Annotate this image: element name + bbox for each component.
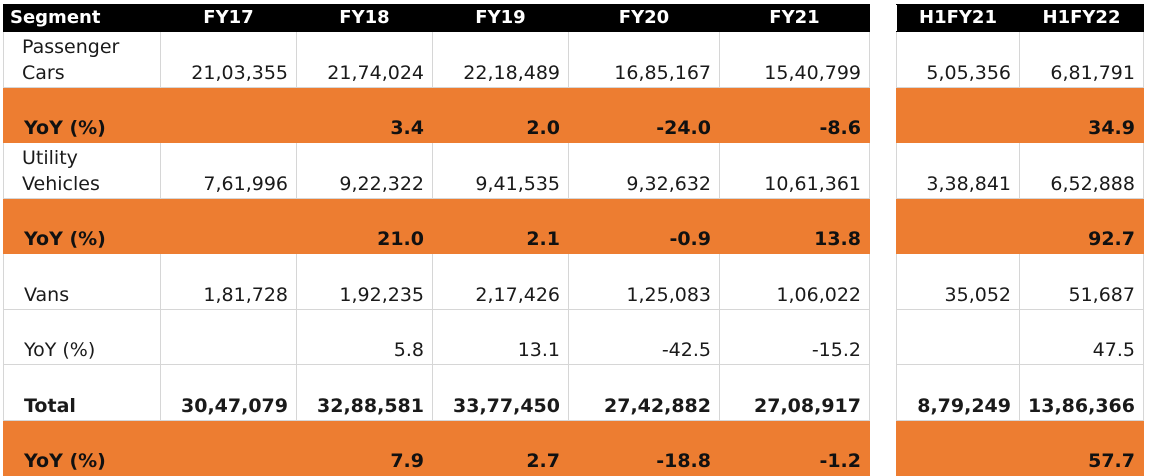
header-fy19: FY19 <box>432 4 569 32</box>
table-cell: 3.4 <box>296 86 433 143</box>
table-cell: 6,52,888 <box>1019 142 1144 199</box>
table-cell: -42.5 <box>568 308 720 365</box>
header-segment: Segment <box>3 4 161 32</box>
table-cell <box>160 197 297 254</box>
row-label: YoY (%) <box>3 86 161 143</box>
header-fy18: FY18 <box>296 4 433 32</box>
table-cell <box>160 86 297 143</box>
table-cell: 9,22,322 <box>296 142 433 199</box>
table-cell: 3,38,841 <box>896 142 1020 199</box>
row-label: YoY (%) <box>3 197 161 254</box>
table-cell: 2.7 <box>432 419 569 476</box>
table-cell: 15,40,799 <box>719 31 870 88</box>
table-row-utility-vehicles: Utility Vehicles 7,61,996 9,22,322 9,41,… <box>3 142 870 199</box>
table-cell: -8.6 <box>719 86 870 143</box>
table-row-passenger-cars: Passenger Cars 21,03,355 21,74,024 22,18… <box>3 31 870 88</box>
table-cell: 9,41,535 <box>432 142 569 199</box>
table-cell <box>896 86 1020 143</box>
table-row-passenger-cars-yoy: YoY (%) 3.4 2.0 -24.0 -8.6 <box>3 86 870 143</box>
table-cell: 27,08,917 <box>719 364 870 421</box>
table-cell: 5.8 <box>296 308 433 365</box>
table-row-vans-yoy: YoY (%) 5.8 13.1 -42.5 -15.2 <box>3 308 870 365</box>
table-cell: 21,03,355 <box>160 31 297 88</box>
table-cell: -18.8 <box>568 419 720 476</box>
table-cell: 2.1 <box>432 197 569 254</box>
table-row: 47.5 <box>896 308 1144 365</box>
table-cell: 9,32,632 <box>568 142 720 199</box>
table-row: 34.9 <box>896 86 1144 143</box>
table-cell: 47.5 <box>1019 308 1144 365</box>
half-year-table: H1FY21 H1FY22 5,05,356 6,81,791 34.9 3,3… <box>896 4 1144 476</box>
row-label: Passenger Cars <box>3 31 161 88</box>
table-cell: -0.9 <box>568 197 720 254</box>
table-cell: 21,74,024 <box>296 31 433 88</box>
table-cell: 22,18,489 <box>432 31 569 88</box>
table-cell <box>160 308 297 365</box>
table-cell: 33,77,450 <box>432 364 569 421</box>
table-cell <box>896 197 1020 254</box>
table-row-total: Total 30,47,079 32,88,581 33,77,450 27,4… <box>3 364 870 421</box>
table-row: 8,79,249 13,86,366 <box>896 364 1144 421</box>
table-cell: 13.1 <box>432 308 569 365</box>
table-cell: 51,687 <box>1019 253 1144 310</box>
table-row-vans: Vans 1,81,728 1,92,235 2,17,426 1,25,083… <box>3 253 870 310</box>
table-cell: 7.9 <box>296 419 433 476</box>
table-cell: 2,17,426 <box>432 253 569 310</box>
row-label: Total <box>3 364 161 421</box>
table-cell: 92.7 <box>1019 197 1144 254</box>
table-row-utility-vehicles-yoy: YoY (%) 21.0 2.1 -0.9 13.8 <box>3 197 870 254</box>
table-cell: 6,81,791 <box>1019 31 1144 88</box>
table-cell: 8,79,249 <box>896 364 1020 421</box>
table-cell: 21.0 <box>296 197 433 254</box>
table-cell: 16,85,167 <box>568 31 720 88</box>
table-cell: 1,06,022 <box>719 253 870 310</box>
table-cell: 57.7 <box>1019 419 1144 476</box>
header-h1fy22: H1FY22 <box>1019 4 1144 32</box>
table-cell <box>896 308 1020 365</box>
table-cell: -15.2 <box>719 308 870 365</box>
table-cell: 13,86,366 <box>1019 364 1144 421</box>
header-row: Segment FY17 FY18 FY19 FY20 FY21 <box>3 4 870 32</box>
table-cell: 1,25,083 <box>568 253 720 310</box>
header-fy20: FY20 <box>568 4 720 32</box>
table-row: 92.7 <box>896 197 1144 254</box>
table-cell: 1,81,728 <box>160 253 297 310</box>
table-cell: 2.0 <box>432 86 569 143</box>
table-cell: 5,05,356 <box>896 31 1020 88</box>
table-cell: 1,92,235 <box>296 253 433 310</box>
table-cell: -1.2 <box>719 419 870 476</box>
table-cell: 32,88,581 <box>296 364 433 421</box>
table-cell: 7,61,996 <box>160 142 297 199</box>
row-label: Utility Vehicles <box>3 142 161 199</box>
table-row-total-yoy: YoY (%) 7.9 2.7 -18.8 -1.2 <box>3 419 870 476</box>
table-cell: 27,42,882 <box>568 364 720 421</box>
table-cell <box>160 419 297 476</box>
table-cell: 30,47,079 <box>160 364 297 421</box>
header-row: H1FY21 H1FY22 <box>896 4 1144 32</box>
table-cell: 35,052 <box>896 253 1020 310</box>
row-label: YoY (%) <box>3 308 161 365</box>
table-cell: 13.8 <box>719 197 870 254</box>
segment-sales-table: Segment FY17 FY18 FY19 FY20 FY21 Passeng… <box>3 4 870 476</box>
table-cell <box>896 419 1020 476</box>
table-cell: -24.0 <box>568 86 720 143</box>
header-fy21: FY21 <box>719 4 870 32</box>
table-row: 35,052 51,687 <box>896 253 1144 310</box>
table-row: 57.7 <box>896 419 1144 476</box>
table-row: 5,05,356 6,81,791 <box>896 31 1144 88</box>
header-fy17: FY17 <box>160 4 297 32</box>
header-h1fy21: H1FY21 <box>896 4 1020 32</box>
row-label: YoY (%) <box>3 419 161 476</box>
table-cell: 10,61,361 <box>719 142 870 199</box>
row-label: Vans <box>3 253 161 310</box>
table-cell: 34.9 <box>1019 86 1144 143</box>
table-row: 3,38,841 6,52,888 <box>896 142 1144 199</box>
